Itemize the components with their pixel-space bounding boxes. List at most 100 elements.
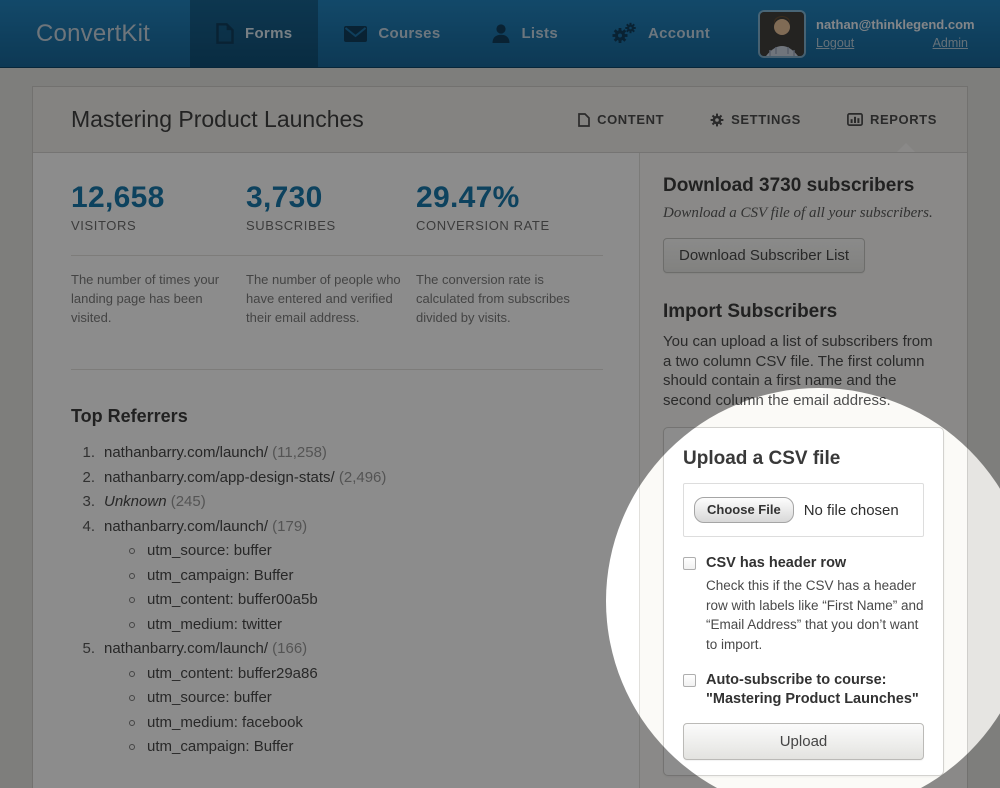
circle-bullet-icon: [129, 695, 135, 701]
stat-description: The conversion rate is calculated from s…: [416, 272, 570, 325]
nav-items: Forms Courses Lists: [190, 0, 736, 67]
tab-label: CONTENT: [597, 112, 665, 127]
referrer-item: 2. nathanbarry.com/app-design-stats/ (2,4…: [71, 466, 603, 491]
csv-header-checkbox[interactable]: [683, 557, 696, 570]
divider: [71, 369, 603, 370]
stat-label: VISITORS: [71, 218, 137, 233]
auto-subscribe-label-line2: "Mastering Product Launches": [706, 691, 919, 707]
referrer-rank: 3.: [82, 493, 95, 510]
circle-bullet-icon: [129, 572, 135, 579]
referrer-link[interactable]: Unknown: [104, 493, 167, 510]
stat-column: 29.47% CONVERSION RATE: [416, 181, 603, 233]
circle-bullet-icon: [129, 744, 135, 750]
nav-item-forms[interactable]: Forms: [190, 0, 319, 67]
utm-item: utm_source: buffer: [129, 686, 603, 711]
top-nav: ConvertKit Forms Courses: [0, 0, 1000, 68]
avatar[interactable]: [760, 11, 804, 56]
nav-item-label: Forms: [245, 25, 293, 42]
referrer-count: (166): [267, 640, 308, 657]
user-email: nathan@thinklegend.com: [816, 17, 975, 32]
nav-item-label: Lists: [521, 25, 558, 42]
gear-icon: [710, 113, 724, 127]
utm-text: utm_source: buffer: [147, 689, 272, 706]
referrer-rank: 2.: [82, 468, 95, 486]
nav-item-account[interactable]: Account: [584, 0, 736, 67]
referrer-link[interactable]: nathanbarry.com/launch/: [104, 517, 268, 535]
page-header: Mastering Product Launches CONTENT: [33, 87, 967, 153]
circle-bullet-icon: [129, 719, 135, 726]
import-heading: Import Subscribers: [663, 301, 838, 322]
referrer-link[interactable]: nathanbarry.com/app-design-stats/: [104, 468, 335, 486]
sidebar: Download 3730 subscribers Download a CSV…: [639, 153, 967, 788]
utm-text: utm_content: buffer29a86: [147, 664, 318, 682]
utm-item: utm_content: buffer29a86: [129, 662, 603, 687]
page-icon: [578, 112, 590, 127]
utm-item: utm_medium: facebook: [129, 711, 603, 736]
tab-content[interactable]: CONTENT: [578, 112, 664, 127]
user-block: nathan@thinklegend.com Logout Admin: [816, 17, 975, 50]
download-heading: Download 3730 subscribers: [663, 175, 915, 196]
utm-item: utm_content: buffer00a5b: [129, 588, 603, 613]
utm-text: utm_campaign: Buffer: [147, 738, 294, 755]
main-panel: 12,658 VISITORS 3,730 SUBSCRIBES 29.47% CONVE…: [33, 153, 639, 788]
stat-label: SUBSCRIBES: [246, 218, 336, 233]
active-tab-notch: [897, 143, 915, 152]
utm-item: utm_medium: twitter: [129, 613, 603, 638]
stats-values: 12,658 VISITORS 3,730 SUBSCRIBES 29.47% CONVE…: [71, 181, 603, 233]
choose-file-button[interactable]: Choose File: [694, 497, 794, 523]
admin-link[interactable]: Admin: [932, 36, 968, 50]
upload-button[interactable]: Upload: [683, 723, 924, 760]
gears-icon: [610, 22, 637, 45]
referrer-item: 1. nathanbarry.com/launch/ (11,258): [71, 441, 603, 466]
utm-text: utm_medium: facebook: [147, 713, 303, 731]
download-subscriber-list-button[interactable]: Download Subscriber List: [663, 238, 866, 273]
logout-link[interactable]: Logout: [816, 36, 855, 50]
referrer-rank: 1.: [82, 444, 95, 461]
referrers-title: Top Referrers: [71, 406, 188, 426]
page-card: Mastering Product Launches CONTENT: [32, 86, 968, 788]
nav-item-label: Courses: [378, 25, 441, 42]
utm-item: utm_campaign: Buffer: [129, 735, 603, 760]
stat-value: 29.47%: [416, 181, 520, 214]
upload-heading: Upload a CSV file: [683, 448, 841, 469]
upload-csv-card: Upload a CSV file Choose File No file ch…: [663, 427, 944, 776]
import-body: You can upload a list of subscribers fro…: [663, 333, 933, 409]
auto-subscribe-checkbox[interactable]: [683, 674, 696, 687]
csv-header-description: Check this if the CSV has a header row w…: [706, 578, 924, 652]
circle-bullet-icon: [129, 621, 135, 628]
page-title: Mastering Product Launches: [71, 106, 364, 132]
stat-description: The number of times your landing page ha…: [71, 272, 220, 325]
stat-column: 3,730 SUBSCRIBES: [246, 181, 416, 233]
tab-settings[interactable]: SETTINGS: [710, 112, 801, 127]
stat-description: The number of people who have entered an…: [246, 272, 401, 325]
referrer-item: 4. nathanbarry.com/launch/ (179) utm_sourc…: [71, 515, 603, 638]
utm-sublist: utm_source: buffer utm_campaign: Buffer ut…: [129, 539, 603, 637]
auto-subscribe-label-line1: Auto-subscribe to course:: [706, 672, 887, 688]
utm-sublist: utm_content: buffer29a86 utm_source: buff…: [129, 662, 603, 760]
referrer-link[interactable]: nathanbarry.com/launch/: [104, 640, 268, 657]
nav-item-lists[interactable]: Lists: [466, 0, 584, 67]
file-input[interactable]: Choose File No file chosen: [683, 483, 924, 537]
divider: [71, 255, 603, 256]
circle-bullet-icon: [129, 670, 135, 677]
brand-logo[interactable]: ConvertKit: [36, 19, 151, 47]
nav-item-courses[interactable]: Courses: [318, 0, 466, 67]
utm-text: utm_content: buffer00a5b: [147, 591, 318, 608]
stat-column: 12,658 VISITORS: [71, 181, 246, 233]
referrer-count: (11,258): [267, 444, 327, 461]
referrer-item: 3. Unknown (245): [71, 490, 603, 515]
utm-text: utm_medium: twitter: [147, 615, 283, 633]
stats-descriptions: The number of times your landing page ha…: [71, 256, 603, 327]
nav-item-label: Account: [647, 25, 711, 42]
referrer-rank: 4.: [82, 517, 95, 535]
tab-label: SETTINGS: [731, 112, 801, 127]
tabs: CONTENT: [578, 112, 937, 127]
utm-text: utm_campaign: Buffer: [147, 566, 294, 584]
nav-user-area: nathan@thinklegend.com Logout Admin: [760, 0, 1000, 67]
auto-subscribe-option: Auto-subscribe to course: "Mastering Pro…: [683, 671, 924, 709]
referrer-list: 1. nathanbarry.com/launch/ (11,258) 2. nath…: [71, 441, 603, 760]
tab-reports[interactable]: REPORTS: [847, 112, 937, 127]
referrer-link[interactable]: nathanbarry.com/launch/: [104, 444, 268, 461]
utm-item: utm_campaign: Buffer: [129, 564, 603, 589]
